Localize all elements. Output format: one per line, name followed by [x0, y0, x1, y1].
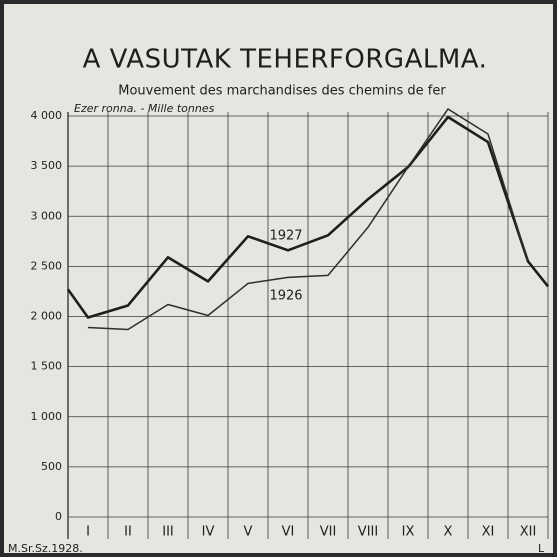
chart-title: A VASUTAK TEHERFORGALMA.	[83, 45, 488, 75]
y-tick-label: 500	[41, 460, 62, 473]
footnote: M.Sr.Sz.1928.	[8, 542, 83, 555]
y-tick-label: 0	[55, 510, 62, 523]
y-tick-label: 3 000	[31, 209, 63, 222]
unit-label: Ezer ronna. - Mille tonnes	[74, 102, 215, 115]
x-tick-label: V	[244, 525, 253, 540]
y-tick-label: 2 000	[31, 310, 63, 323]
y-tick-label: 4 000	[31, 109, 63, 122]
credit: L	[538, 542, 545, 555]
x-tick-label: IX	[402, 525, 415, 540]
x-tick-label: II	[124, 525, 132, 540]
x-tick-label: VII	[320, 525, 337, 540]
x-tick-label: XI	[482, 525, 495, 540]
subtitle: Mouvement des marchandises des chemins d…	[118, 84, 446, 99]
x-tick-label: VIII	[358, 525, 378, 540]
x-tick-label: VI	[282, 525, 295, 540]
x-tick-label: III	[162, 525, 174, 540]
series-line	[87, 108, 529, 331]
series-label: 1926	[269, 289, 302, 304]
y-tick-label: 2 500	[31, 259, 63, 272]
series-line	[66, 115, 550, 319]
y-tick-label: 1 000	[31, 410, 63, 423]
y-tick-label: 3 500	[31, 159, 63, 172]
y-tick-label: 1 500	[31, 360, 63, 373]
x-tick-label: XII	[520, 525, 537, 540]
x-tick-label: IV	[202, 525, 215, 540]
x-tick-label: I	[86, 525, 90, 540]
x-tick-label: X	[444, 525, 453, 540]
series-label: 1927	[269, 229, 302, 244]
